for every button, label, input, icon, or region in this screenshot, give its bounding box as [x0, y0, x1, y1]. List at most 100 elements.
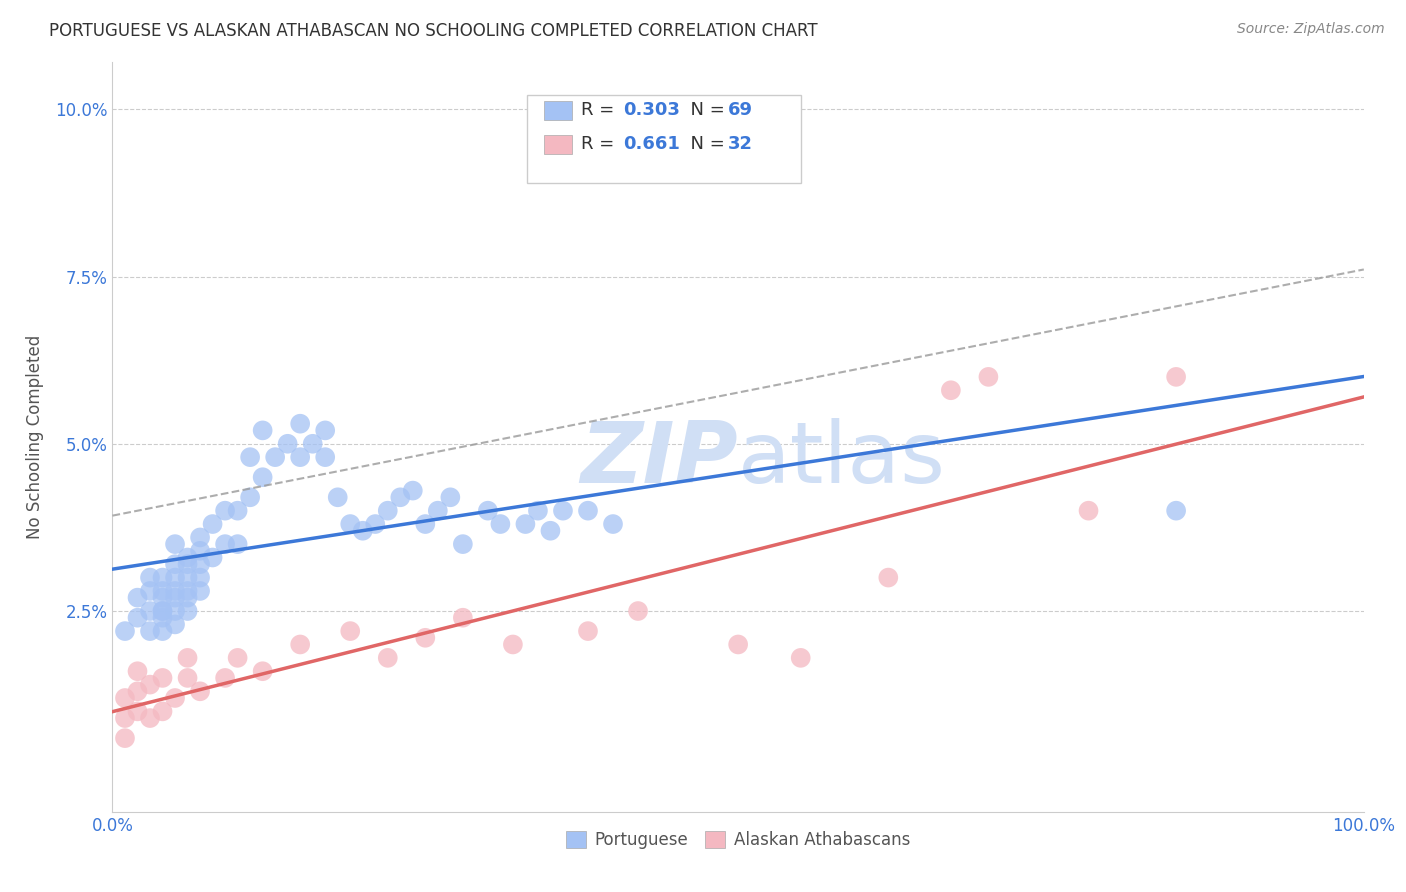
Point [188, 684, 211, 698]
Point [413, 631, 436, 645]
Point [163, 617, 186, 632]
Point [426, 503, 449, 517]
Point [152, 671, 174, 685]
Point [538, 524, 561, 538]
Y-axis label: No Schooling Completed: No Schooling Completed [25, 335, 44, 539]
Point [127, 591, 149, 605]
Point [163, 583, 186, 598]
Text: 69: 69 [728, 101, 754, 119]
Point [188, 571, 211, 585]
Point [527, 503, 550, 517]
Text: Source: ZipAtlas.com: Source: ZipAtlas.com [1237, 22, 1385, 37]
Point [277, 436, 299, 450]
Point [364, 517, 387, 532]
Point [226, 503, 249, 517]
Point [176, 583, 198, 598]
Point [1164, 503, 1187, 517]
Point [239, 450, 262, 464]
Point [326, 490, 349, 504]
Point [226, 651, 249, 665]
Point [127, 664, 149, 679]
Text: ZIP: ZIP [581, 418, 738, 501]
Point [152, 604, 174, 618]
Text: N =: N = [679, 135, 731, 153]
Point [576, 503, 599, 517]
Point [188, 583, 211, 598]
Point [1164, 369, 1187, 384]
Point [576, 624, 599, 639]
Point [377, 651, 399, 665]
Point [188, 557, 211, 572]
Text: 0.661: 0.661 [623, 135, 679, 153]
Point [176, 671, 198, 685]
Point [176, 651, 198, 665]
Point [252, 664, 274, 679]
Point [214, 671, 236, 685]
Point [290, 450, 312, 464]
Point [176, 604, 198, 618]
Point [163, 557, 186, 572]
Point [176, 557, 198, 572]
Point [451, 610, 474, 624]
Point [339, 624, 361, 639]
Point [139, 604, 162, 618]
Text: R =: R = [581, 135, 626, 153]
Point [515, 517, 537, 532]
Point [602, 517, 624, 532]
Point [413, 517, 436, 532]
Point [1077, 503, 1099, 517]
Point [163, 604, 186, 618]
Point [127, 610, 149, 624]
Point [139, 583, 162, 598]
Point [139, 571, 162, 585]
Point [114, 624, 136, 639]
Point [152, 571, 174, 585]
Point [727, 637, 749, 651]
Point [152, 705, 174, 719]
Point [139, 678, 162, 692]
Point [627, 604, 650, 618]
Point [290, 637, 312, 651]
Point [163, 571, 186, 585]
Point [301, 436, 323, 450]
Point [877, 571, 900, 585]
Point [214, 503, 236, 517]
Point [377, 503, 399, 517]
Point [939, 384, 962, 398]
Point [176, 550, 198, 565]
Point [389, 490, 412, 504]
Point [551, 503, 574, 517]
Point [201, 550, 224, 565]
Text: 0.303: 0.303 [623, 101, 679, 119]
Point [790, 651, 813, 665]
Point [314, 450, 336, 464]
Point [152, 604, 174, 618]
Point [152, 610, 174, 624]
Point [188, 530, 211, 544]
Point [226, 537, 249, 551]
Point [201, 517, 224, 532]
Point [114, 731, 136, 746]
Point [314, 424, 336, 438]
Point [239, 490, 262, 504]
Point [139, 624, 162, 639]
Point [114, 690, 136, 705]
Point [489, 517, 512, 532]
Point [402, 483, 425, 498]
Point [977, 369, 1000, 384]
Point [439, 490, 461, 504]
Point [352, 524, 374, 538]
Point [188, 543, 211, 558]
Point [114, 711, 136, 725]
Point [214, 537, 236, 551]
Point [252, 470, 274, 484]
Point [290, 417, 312, 431]
Text: 32: 32 [728, 135, 754, 153]
Text: R =: R = [581, 101, 620, 119]
Point [252, 424, 274, 438]
Point [163, 690, 186, 705]
Point [176, 571, 198, 585]
Legend: Portuguese, Alaskan Athabascans: Portuguese, Alaskan Athabascans [560, 824, 917, 855]
Point [152, 624, 174, 639]
Text: atlas: atlas [738, 418, 946, 501]
